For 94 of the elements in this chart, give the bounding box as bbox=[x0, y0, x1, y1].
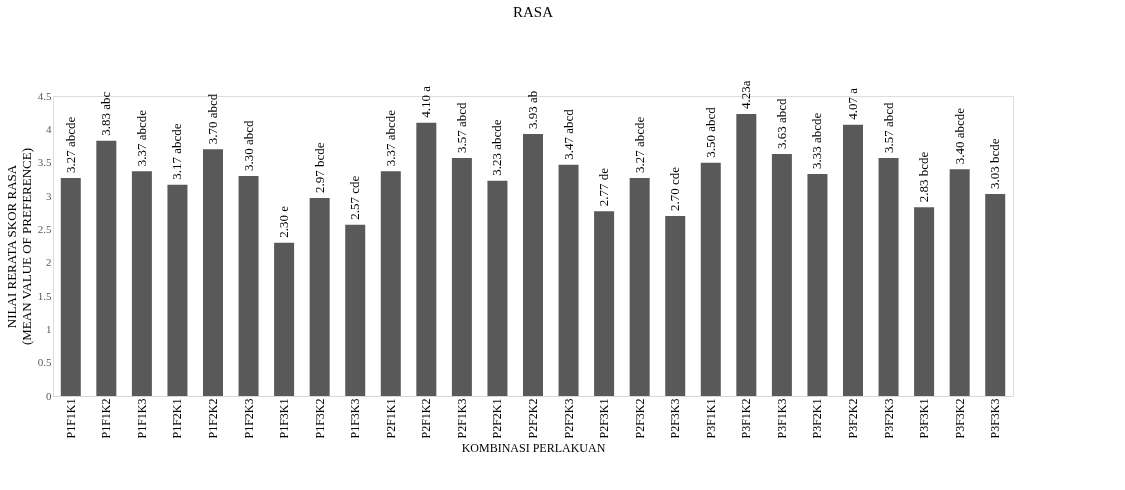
x-tick-label: P1F3K2 bbox=[312, 398, 327, 439]
bar bbox=[914, 207, 935, 396]
bar bbox=[487, 180, 508, 396]
bar bbox=[949, 169, 970, 396]
data-label: 2.83 bcde bbox=[916, 151, 932, 203]
data-label: 3.17 abcde bbox=[169, 123, 185, 180]
data-label: 2.30 e bbox=[276, 205, 292, 238]
data-label: 3.27 abcde bbox=[631, 116, 647, 173]
y-axis-title: NILAI RERATA SKOR RASA (MEAN VALUE OF PREFERENCE) bbox=[3, 147, 34, 346]
x-tick-label: P1F2K3 bbox=[241, 398, 256, 439]
data-label: 3.37 abcde bbox=[133, 109, 149, 167]
bar bbox=[238, 176, 259, 396]
bar bbox=[451, 158, 472, 396]
data-label: 3.83 abc bbox=[98, 91, 114, 136]
y-tick-label: 4.5 bbox=[37, 89, 52, 102]
data-label: 3.23 abcde bbox=[489, 119, 505, 176]
data-label: 3.37 abcde bbox=[382, 109, 398, 167]
bar bbox=[60, 178, 81, 396]
x-tick-label: P3F3K3 bbox=[988, 398, 1003, 439]
x-tick-label: P3F2K3 bbox=[881, 398, 896, 439]
data-label: 4.07 a bbox=[845, 87, 860, 120]
x-axis-title: KOMBINASI PERLAKUAN bbox=[461, 440, 606, 455]
bar bbox=[665, 216, 686, 396]
x-tick-label: P1F3K1 bbox=[277, 398, 292, 439]
x-tick-label: P3F2K2 bbox=[846, 398, 860, 439]
bar bbox=[523, 134, 543, 396]
data-label: 3.57 abcd bbox=[453, 101, 469, 153]
data-label: 4.10 a bbox=[418, 85, 434, 118]
y-tick-label: 0 bbox=[46, 389, 52, 402]
data-label: 3.27 abcde bbox=[62, 116, 78, 173]
x-tick-label: P2F3K3 bbox=[668, 398, 683, 439]
data-label: 2.57 cde bbox=[347, 175, 363, 220]
data-label: 3.03 bcde bbox=[987, 138, 1003, 189]
data-label: 2.97 bcde bbox=[311, 142, 327, 193]
bar bbox=[558, 164, 579, 396]
chart-title: RASA bbox=[512, 4, 554, 21]
x-tick-label: P2F2K3 bbox=[561, 398, 576, 439]
bar bbox=[843, 124, 863, 396]
x-tick-label: P3F3K2 bbox=[952, 398, 967, 439]
y-tick-label: 0.5 bbox=[37, 356, 52, 369]
bar bbox=[380, 171, 401, 396]
data-label: 3.50 abcd bbox=[702, 106, 718, 158]
y-tick-label: 3 bbox=[46, 189, 52, 202]
bar bbox=[594, 211, 615, 396]
x-tick-label: P2F2K2 bbox=[526, 398, 540, 439]
x-tick-label: P1F1K1 bbox=[63, 398, 78, 439]
x-tick-label: P2F3K2 bbox=[632, 398, 647, 439]
data-label: 3.63 abcd bbox=[773, 97, 789, 149]
x-tick-label: P2F1K1 bbox=[383, 398, 398, 439]
data-label: 3.93 ab bbox=[525, 90, 540, 129]
x-tick-label: P2F2K1 bbox=[490, 398, 505, 439]
data-label: 3.40 abcde bbox=[951, 107, 967, 165]
x-tick-label: P2F3K1 bbox=[597, 398, 612, 439]
x-tick-label: P1F2K1 bbox=[170, 398, 185, 439]
bar bbox=[203, 149, 223, 396]
bar bbox=[736, 114, 757, 396]
y-tick-label: 4 bbox=[46, 122, 52, 135]
x-tick-label: P1F1K3 bbox=[134, 398, 149, 439]
data-label: 3.57 abcd bbox=[880, 101, 896, 153]
bar bbox=[629, 178, 650, 396]
bar bbox=[274, 242, 295, 396]
data-label: 3.33 abcde bbox=[809, 112, 825, 169]
y-tick-label: 2.5 bbox=[37, 222, 52, 235]
data-label: 2.77 de bbox=[596, 167, 612, 207]
x-tick-label: P3F1K1 bbox=[703, 398, 718, 439]
y-tick-label: 3.5 bbox=[37, 156, 52, 169]
x-tick-label: P3F1K2 bbox=[739, 398, 754, 439]
bar bbox=[985, 194, 1006, 396]
bar bbox=[131, 171, 152, 396]
bar bbox=[878, 158, 899, 396]
data-label: 3.70 abcd bbox=[205, 93, 220, 145]
x-tick-label: P3F1K3 bbox=[774, 398, 789, 439]
y-tick-label: 1 bbox=[46, 322, 52, 335]
x-tick-label: P2F1K3 bbox=[454, 398, 469, 439]
data-label: 3.30 abcd bbox=[240, 119, 256, 171]
data-label: 4.23a bbox=[738, 80, 754, 109]
x-tick-label: P1F3K3 bbox=[348, 398, 363, 439]
y-tick-label: 1.5 bbox=[37, 289, 52, 302]
x-tick-label: P3F2K1 bbox=[810, 398, 825, 439]
x-tick-label: P2F1K2 bbox=[419, 398, 434, 439]
y-tick-label: 2 bbox=[46, 256, 52, 269]
bar bbox=[96, 140, 117, 396]
bar bbox=[771, 154, 792, 396]
x-tick-label: P3F3K1 bbox=[917, 398, 932, 439]
bar bbox=[700, 162, 721, 396]
x-tick-label: P1F2K2 bbox=[206, 398, 220, 439]
bar bbox=[807, 174, 828, 396]
bar bbox=[167, 184, 188, 396]
bar bbox=[416, 122, 437, 396]
x-tick-label: P1F1K2 bbox=[99, 398, 114, 439]
bar bbox=[309, 198, 330, 396]
data-label: 2.70 cde bbox=[667, 166, 683, 211]
data-label: 3.47 abcd bbox=[560, 108, 576, 160]
bar bbox=[345, 224, 366, 396]
